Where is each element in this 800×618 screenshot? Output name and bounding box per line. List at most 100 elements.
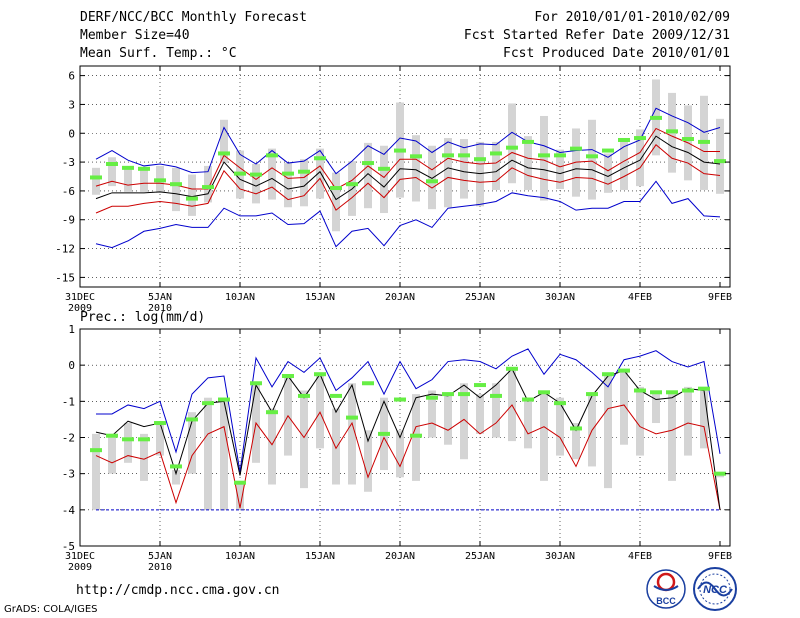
ensemble-box — [172, 470, 180, 485]
observed-marker — [298, 169, 310, 174]
x-tick-label: 4FEB — [628, 551, 652, 562]
y-tick-label: -6 — [62, 185, 75, 198]
observed-marker — [202, 185, 214, 190]
series-p25-line — [95, 144, 721, 214]
ensemble-box — [364, 430, 372, 492]
observed-marker — [218, 151, 230, 156]
ensemble-box — [300, 159, 308, 207]
ensemble-box — [556, 149, 564, 189]
observed-marker — [666, 129, 678, 134]
observed-marker — [330, 186, 342, 191]
ensemble-box — [220, 397, 228, 510]
observed-marker — [698, 386, 710, 391]
observed-marker — [394, 148, 406, 153]
observed-marker — [122, 437, 134, 442]
observed-marker — [170, 182, 182, 187]
observed-marker — [122, 165, 134, 170]
observed-marker — [138, 437, 150, 442]
x-tick-label: 15JAN — [305, 292, 335, 303]
ensemble-box — [92, 433, 100, 510]
observed-marker — [554, 401, 566, 406]
ensemble-box — [316, 372, 324, 449]
observed-marker — [410, 433, 422, 438]
ensemble-box — [284, 163, 292, 208]
observed-marker — [106, 162, 118, 167]
observed-marker — [650, 390, 662, 395]
ensemble-box — [172, 167, 180, 212]
ensemble-box — [140, 167, 148, 192]
observed-marker — [170, 464, 182, 469]
x-tick-sublabel: 2010 — [148, 562, 172, 573]
observed-marker — [458, 392, 470, 397]
ensemble-box — [412, 135, 420, 202]
observed-marker — [714, 471, 726, 476]
ensemble-box — [316, 148, 324, 199]
ensemble-box — [140, 433, 148, 481]
plot-frame — [79, 65, 731, 288]
x-tick-label: 31DEC — [65, 292, 95, 303]
observed-marker — [346, 415, 358, 420]
observed-marker — [570, 426, 582, 431]
x-tick-label: 30JAN — [545, 551, 575, 562]
observed-marker — [538, 390, 550, 395]
x-tick-sublabel: 2009 — [68, 303, 92, 314]
ncc-logo-text: NCC — [703, 584, 728, 596]
observed-marker — [106, 433, 118, 438]
observed-marker — [138, 166, 150, 171]
x-tick-label: 20JAN — [385, 551, 415, 562]
y-tick-label: -3 — [62, 468, 75, 481]
observed-marker — [442, 153, 454, 158]
observed-marker — [522, 139, 534, 144]
ensemble-box — [268, 408, 276, 485]
observed-marker — [90, 175, 102, 180]
ensemble-box — [540, 390, 548, 481]
observed-marker — [666, 390, 678, 395]
observed-marker — [634, 388, 646, 393]
ensemble-box — [444, 138, 452, 208]
observed-marker — [522, 397, 534, 402]
ensemble-box — [444, 394, 452, 445]
ensemble-box — [156, 423, 164, 456]
ensemble-box — [636, 129, 644, 187]
observed-marker — [282, 171, 294, 176]
observed-marker — [314, 156, 326, 161]
observed-marker — [250, 381, 262, 386]
forecast-period: For 2010/01/01-2010/02/09 — [534, 10, 730, 25]
ensemble-box — [428, 145, 436, 210]
ensemble-box — [636, 386, 644, 456]
ensemble-box — [716, 118, 724, 194]
observed-marker — [618, 137, 630, 142]
website-url[interactable]: http://cmdp.ncc.cma.gov.cn — [76, 583, 280, 598]
x-tick-label: 10JAN — [225, 292, 255, 303]
observed-marker — [298, 393, 310, 398]
ensemble-box — [492, 141, 500, 190]
series-min-line — [95, 180, 721, 249]
observed-marker — [378, 431, 390, 436]
observed-marker — [426, 179, 438, 184]
x-tick-label: 20JAN — [385, 292, 415, 303]
ensemble-box — [604, 153, 612, 193]
observed-marker — [314, 372, 326, 377]
observed-marker — [426, 395, 438, 400]
y-tick-label: 0 — [68, 127, 75, 140]
y-tick-label: -15 — [55, 271, 75, 284]
observed-marker — [458, 153, 470, 158]
ensemble-box — [124, 423, 132, 463]
x-tick-label: 4FEB — [628, 292, 652, 303]
observed-marker — [490, 393, 502, 398]
observed-marker — [154, 178, 166, 183]
observed-marker — [698, 139, 710, 144]
ensemble-box — [380, 145, 388, 214]
ensemble-box — [220, 119, 228, 164]
observed-marker — [570, 146, 582, 151]
observed-marker — [250, 172, 262, 177]
ncc-logo: NCC — [693, 567, 737, 611]
ensemble-box — [588, 119, 596, 200]
ensemble-box — [540, 115, 548, 201]
observed-marker — [602, 372, 614, 377]
observed-marker — [154, 421, 166, 426]
ensemble-box — [92, 167, 100, 195]
forecast-produced-date: Fcst Produced Date 2010/01/01 — [503, 46, 730, 61]
